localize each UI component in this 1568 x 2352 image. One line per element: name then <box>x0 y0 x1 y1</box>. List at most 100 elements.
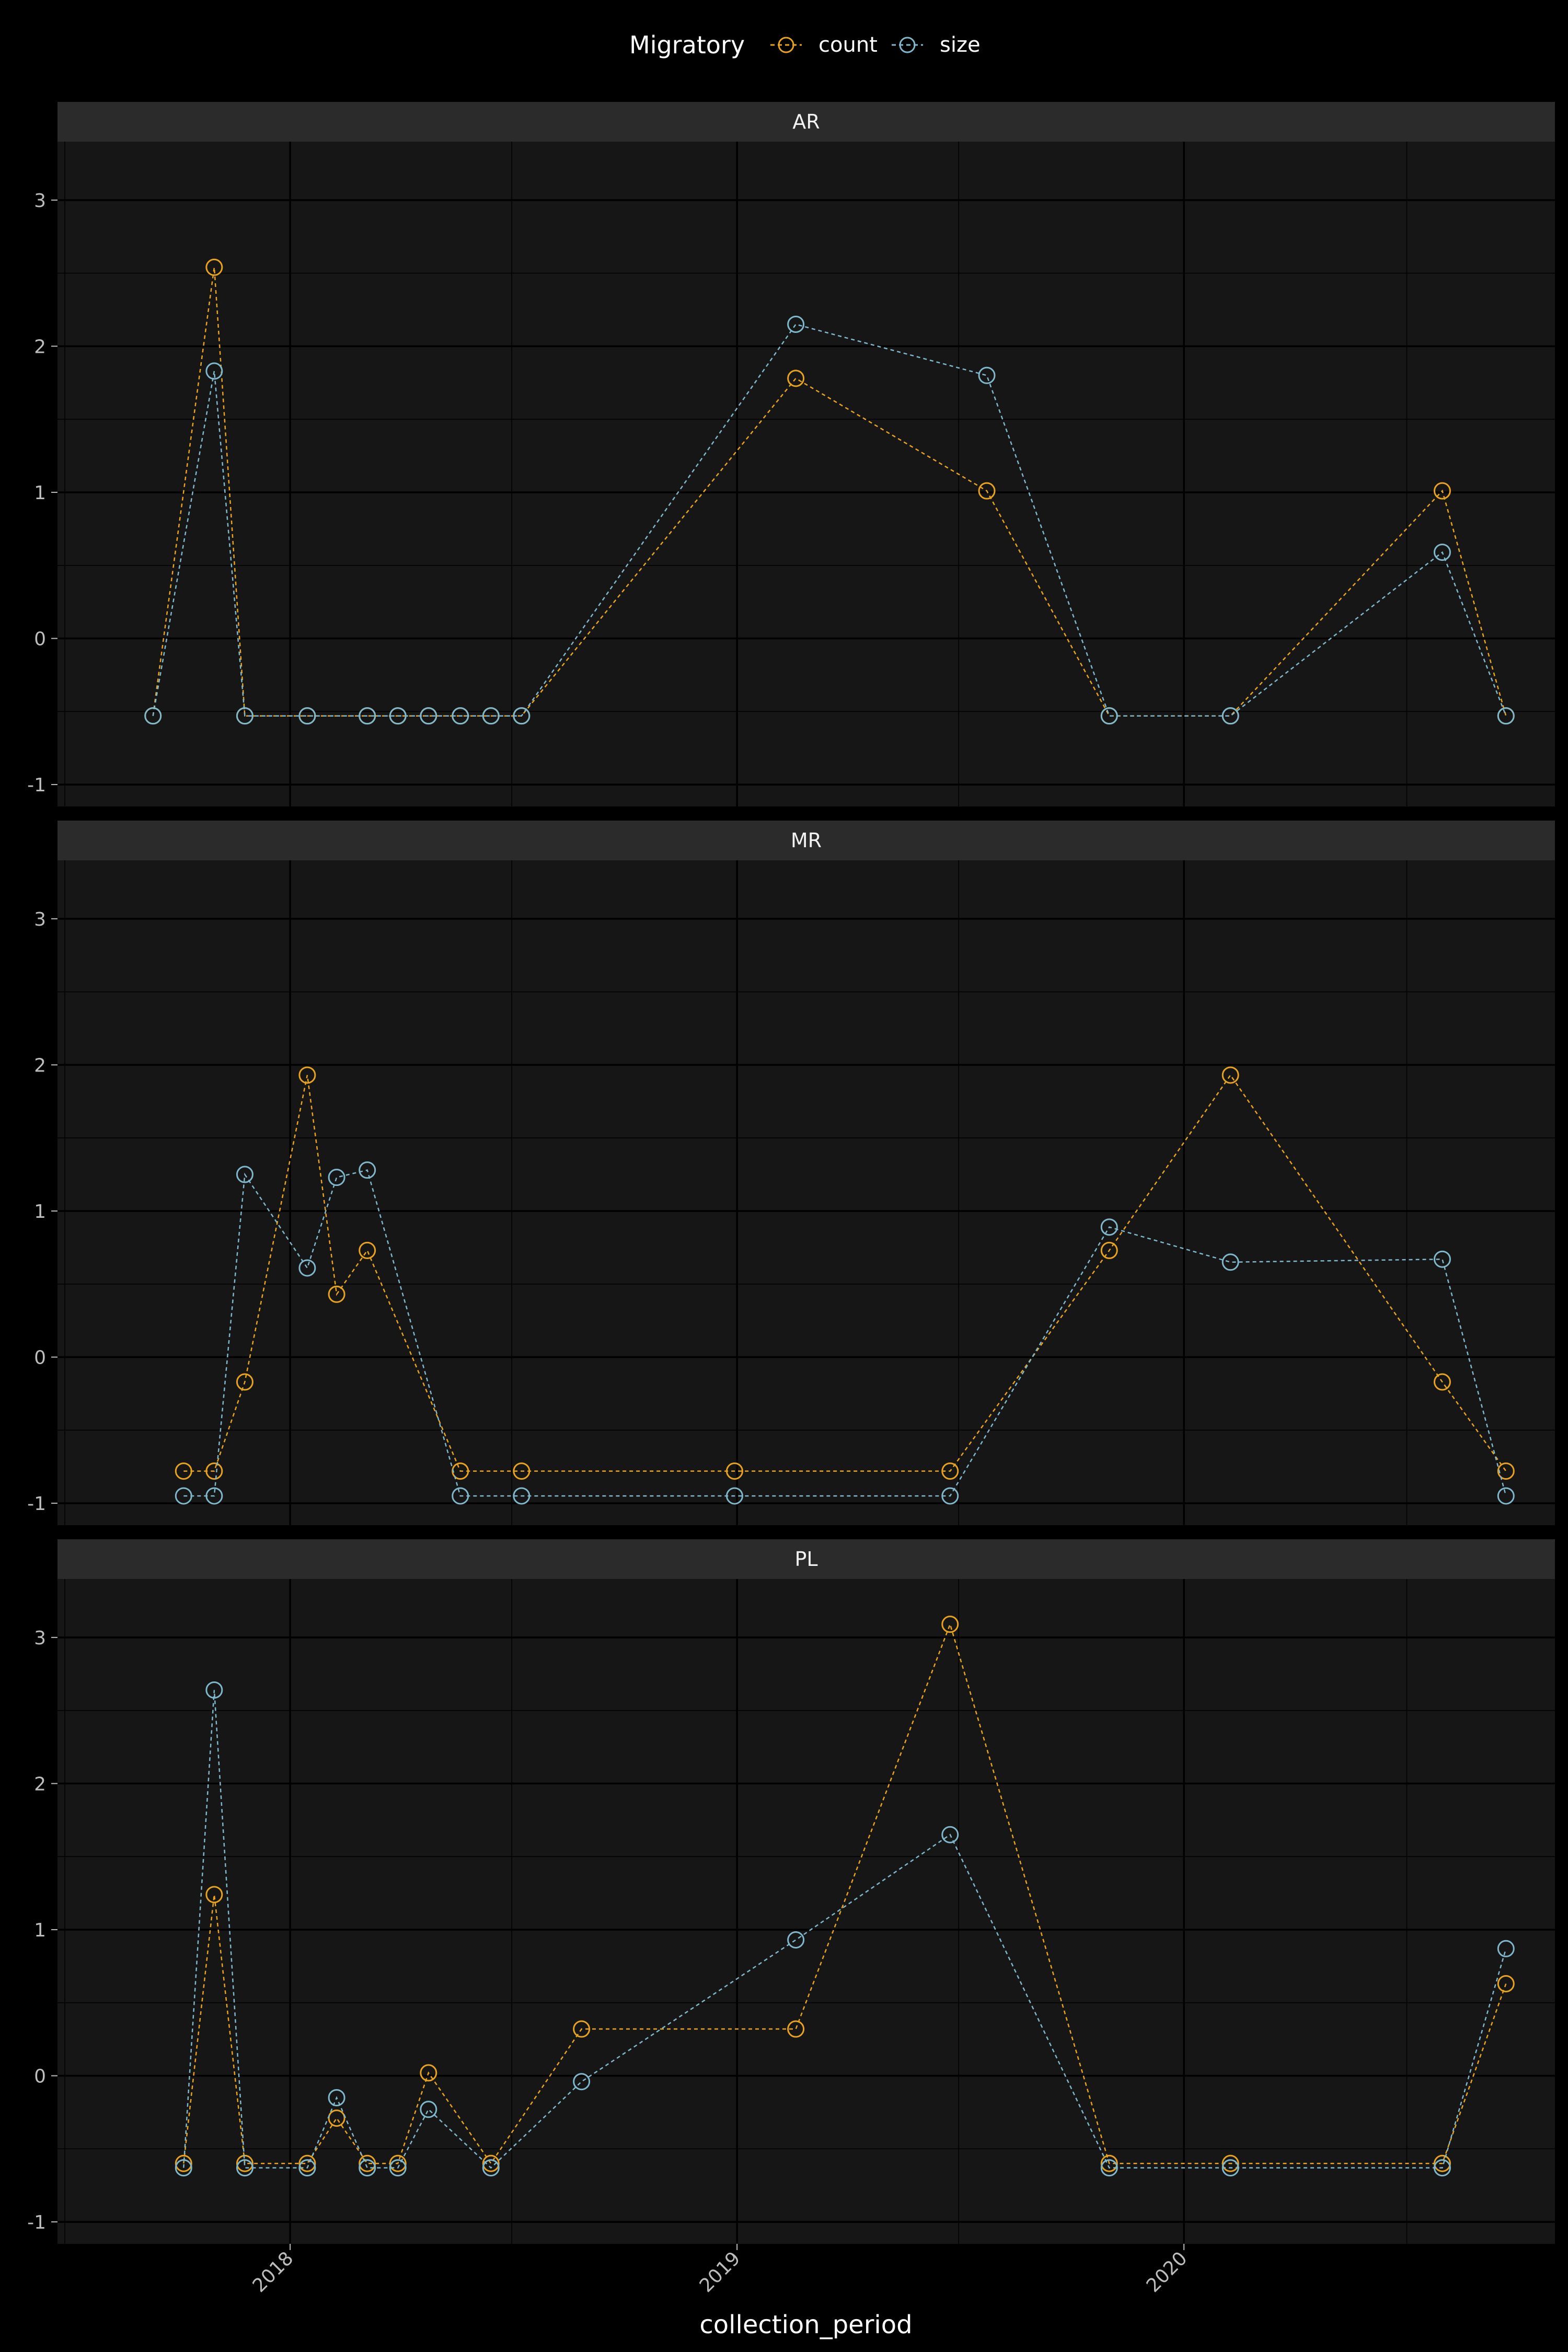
data-point <box>205 258 223 276</box>
series-line <box>183 1690 1507 2169</box>
y-tick-label: -1 <box>27 775 46 796</box>
legend-title: Migratory <box>629 31 745 59</box>
data-point <box>513 1487 531 1505</box>
data-point <box>941 1616 959 1633</box>
series-line <box>183 1074 1507 1472</box>
data-point <box>1221 2154 1239 2172</box>
data-point <box>359 2154 376 2172</box>
data-point <box>482 2159 500 2177</box>
legend-entries: count size <box>770 33 981 57</box>
data-point <box>175 1487 192 1505</box>
facet-strip <box>57 821 1555 860</box>
data-point <box>482 707 500 725</box>
panel-background <box>57 1579 1555 2244</box>
series-line <box>152 324 1507 717</box>
panel-MR: MR -1 0 1 2 3 <box>27 821 1555 1525</box>
data-point <box>236 2154 253 2172</box>
data-point <box>389 2154 407 2172</box>
data-point <box>298 1066 316 1084</box>
y-tick-label: 1 <box>34 482 46 504</box>
y-tick-label: -1 <box>27 1493 46 1515</box>
data-point <box>298 2154 316 2172</box>
data-point <box>359 707 376 725</box>
data-point <box>1433 1250 1451 1268</box>
legend-label-size: size <box>940 33 981 57</box>
y-tick-label: 2 <box>34 1773 46 1795</box>
data-point <box>1433 1373 1451 1391</box>
data-point <box>978 482 996 500</box>
data-point <box>1433 544 1451 561</box>
data-point <box>978 366 996 384</box>
data-point <box>236 707 253 725</box>
data-point <box>175 2159 192 2177</box>
y-tick-label: 2 <box>34 1055 46 1076</box>
y-tick-label: 3 <box>34 1628 46 1649</box>
data-point <box>725 1487 743 1505</box>
data-point <box>359 1241 376 1259</box>
y-tick-label: 3 <box>34 909 46 930</box>
legend: Migratory count size <box>629 31 981 59</box>
legend-key-marker <box>899 37 916 53</box>
data-point <box>359 1161 376 1179</box>
facet-strip <box>57 102 1555 142</box>
y-tick-label: 3 <box>34 190 46 212</box>
y-tick-label: 0 <box>34 629 46 650</box>
data-point <box>1221 1066 1239 1084</box>
data-point <box>420 2064 437 2082</box>
data-point <box>941 1462 959 1480</box>
data-point <box>205 1681 223 1699</box>
data-point <box>1100 2154 1118 2172</box>
data-point <box>1100 707 1118 725</box>
data-point <box>205 362 223 380</box>
y-tick-label: 1 <box>34 1920 46 1941</box>
data-point <box>298 1259 316 1277</box>
data-point <box>452 707 469 725</box>
series-line <box>183 1622 1507 2165</box>
data-point <box>1221 2159 1239 2177</box>
series-size <box>175 1681 1515 2177</box>
data-point <box>941 1487 959 1505</box>
data-point <box>1433 2159 1451 2177</box>
data-point <box>420 2101 437 2118</box>
legend-label-count: count <box>818 33 878 57</box>
data-point <box>452 1487 469 1505</box>
data-point <box>298 2159 316 2177</box>
data-point <box>420 707 437 725</box>
facet-label: PL <box>794 1548 817 1571</box>
data-point <box>205 1487 223 1505</box>
y-tick-label: 1 <box>34 1201 46 1223</box>
data-point <box>1497 1487 1515 1505</box>
data-point <box>1497 1940 1515 1957</box>
series-size <box>175 1161 1515 1505</box>
facet-strip <box>57 1539 1555 1579</box>
data-point <box>236 1373 253 1391</box>
data-point <box>1433 2154 1451 2172</box>
data-point <box>573 2020 591 2038</box>
data-point <box>205 1462 223 1480</box>
data-point <box>389 707 407 725</box>
data-point <box>359 2159 376 2177</box>
data-point <box>513 707 531 725</box>
y-tick-label: 2 <box>34 336 46 358</box>
y-tick-label: -1 <box>27 2212 46 2233</box>
data-point <box>1100 1241 1118 1259</box>
data-point <box>328 2109 345 2127</box>
data-point <box>328 1169 345 1186</box>
facet-label: MR <box>791 829 822 852</box>
data-point <box>573 2073 591 2091</box>
data-point <box>1100 2159 1118 2177</box>
data-point <box>1497 1462 1515 1480</box>
x-axis-label: collection_period <box>699 2310 912 2339</box>
data-point <box>1433 482 1451 500</box>
y-tick-label: 0 <box>34 2066 46 2088</box>
data-point <box>787 2020 805 2038</box>
data-point <box>1221 1253 1239 1271</box>
data-point <box>175 2154 192 2172</box>
data-point <box>452 1462 469 1480</box>
data-point <box>513 1462 531 1480</box>
panel-AR: AR -1 0 1 2 3 <box>27 102 1555 806</box>
data-point <box>328 1285 345 1303</box>
